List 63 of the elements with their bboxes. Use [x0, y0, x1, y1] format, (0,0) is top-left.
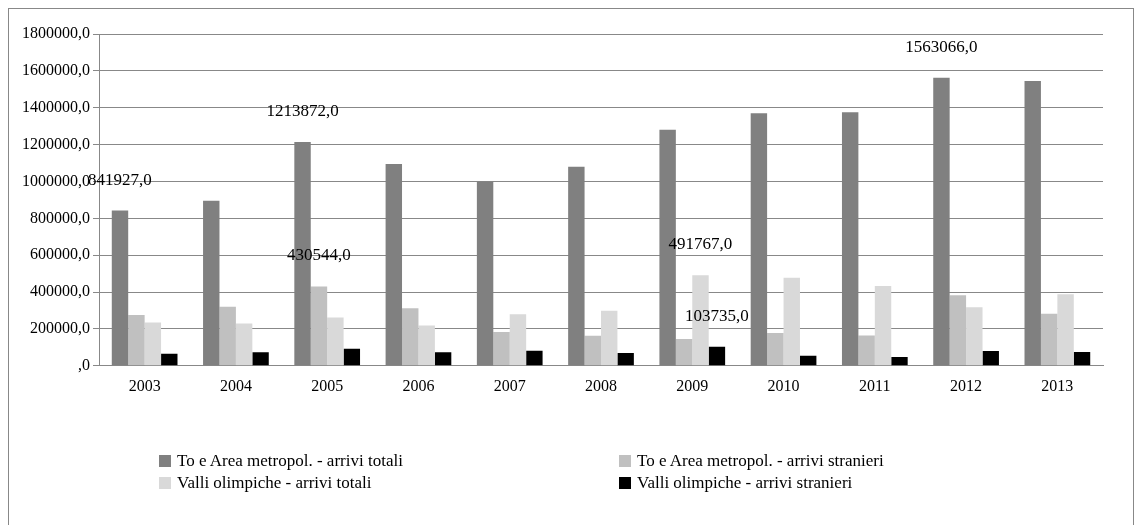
x-tick-label: 2004 [219, 376, 252, 394]
bar [434, 352, 452, 366]
bar [891, 356, 908, 366]
data-label: 1563066,0 [905, 36, 978, 56]
bar [418, 325, 435, 366]
bar [799, 355, 817, 366]
bar [509, 314, 527, 366]
bar [526, 350, 543, 366]
bar [128, 315, 145, 366]
x-tick-label: 2005 [311, 376, 344, 394]
y-tick-label: 1200000,0 [22, 134, 90, 152]
x-tick-label: 2007 [493, 376, 526, 394]
data-label: 491767,0 [668, 234, 733, 254]
y-tick-label: ,0 [78, 356, 90, 373]
data-label: 841927,0 [88, 169, 152, 189]
y-tick-label: 400000,0 [30, 282, 90, 300]
data-label: 430544,0 [287, 245, 351, 265]
legend-label: To e Area metropol. - arrivi totali [177, 451, 403, 471]
bar [675, 339, 693, 366]
bar [949, 295, 967, 366]
bar [327, 317, 344, 366]
x-tick-label: 2011 [859, 376, 891, 394]
bar [767, 332, 784, 366]
bar [161, 353, 178, 366]
bar [493, 332, 510, 366]
y-tick-label: 200000,0 [30, 319, 90, 337]
data-label: 1213872,0 [266, 101, 339, 121]
bar [235, 323, 253, 366]
bar [310, 286, 328, 366]
bar [584, 335, 601, 366]
bar [219, 306, 236, 366]
bar [1040, 313, 1058, 366]
y-tick-label: 1400000,0 [22, 97, 90, 115]
x-tick-label: 2008 [585, 376, 617, 394]
x-tick-label: 2013 [1041, 376, 1074, 394]
bar [708, 346, 726, 366]
bar [858, 335, 875, 366]
y-tick-label: 1000000,0 [22, 171, 90, 189]
bar [1073, 351, 1091, 366]
y-tick-label: 1800000,0 [22, 24, 90, 42]
x-tick-label: 2012 [950, 376, 983, 394]
bar [252, 352, 269, 366]
bar [1057, 294, 1074, 366]
x-tick-label: 2009 [676, 376, 709, 394]
bar [617, 352, 634, 366]
bar [982, 351, 999, 366]
y-tick-label: 600000,0 [30, 245, 90, 263]
x-tick-label: 2010 [767, 376, 800, 394]
bar [343, 348, 361, 366]
y-tick-label: 800000,0 [30, 208, 90, 226]
bar [144, 322, 162, 366]
bar [874, 285, 892, 366]
bar [966, 307, 983, 366]
data-label: 103735,0 [685, 305, 749, 325]
bar [601, 310, 618, 366]
x-tick-label: 2006 [402, 376, 435, 394]
bar [402, 308, 419, 366]
legend-label: To e Area metropol. - arrivi stranieri [637, 451, 884, 471]
x-tick-label: 2003 [128, 376, 161, 394]
legend-label: Valli olimpiche - arrivi stranieri [637, 473, 853, 493]
bar [783, 277, 800, 366]
legend-label: Valli olimpiche - arrivi totali [177, 473, 372, 493]
y-tick-label: 1600000,0 [22, 61, 90, 79]
